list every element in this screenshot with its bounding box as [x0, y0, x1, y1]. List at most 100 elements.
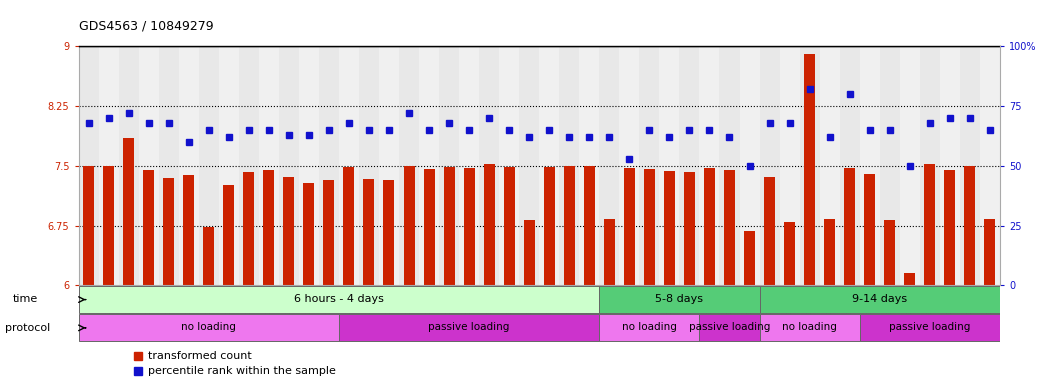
Bar — [680, 46, 699, 285]
Bar — [664, 170, 675, 285]
Text: transformed count: transformed count — [148, 351, 251, 361]
Bar — [343, 167, 355, 285]
Bar — [124, 138, 134, 285]
Bar — [439, 46, 459, 285]
Text: no loading: no loading — [181, 322, 237, 332]
Bar — [359, 46, 379, 285]
Bar — [699, 46, 719, 285]
Bar — [499, 46, 519, 285]
Bar — [159, 46, 179, 285]
Bar — [524, 220, 535, 285]
Text: time: time — [13, 294, 38, 304]
Bar — [543, 167, 555, 285]
Bar — [780, 46, 800, 285]
Bar — [905, 273, 915, 285]
Bar — [599, 286, 759, 313]
Bar — [704, 168, 715, 285]
Bar — [363, 179, 375, 285]
Bar — [885, 220, 895, 285]
Bar — [379, 46, 399, 285]
Bar — [298, 46, 319, 285]
Bar — [960, 46, 980, 285]
Bar — [940, 46, 960, 285]
Bar — [259, 46, 279, 285]
Bar — [620, 46, 640, 285]
Bar — [644, 169, 654, 285]
Bar — [660, 46, 680, 285]
Bar — [563, 166, 575, 285]
Bar — [399, 46, 419, 285]
Bar — [279, 46, 298, 285]
Bar — [480, 46, 499, 285]
Text: no loading: no loading — [782, 322, 837, 332]
Bar — [183, 175, 194, 285]
Bar — [860, 314, 1000, 341]
Text: passive loading: passive loading — [689, 322, 771, 332]
Bar — [599, 314, 699, 341]
Bar — [739, 46, 759, 285]
Bar — [284, 177, 294, 285]
Text: 6 hours - 4 days: 6 hours - 4 days — [294, 294, 384, 304]
Bar — [339, 314, 599, 341]
Bar — [138, 46, 159, 285]
Bar — [899, 46, 919, 285]
Bar — [744, 231, 755, 285]
Bar — [879, 46, 899, 285]
Bar — [579, 46, 599, 285]
Bar — [584, 166, 595, 285]
Bar — [804, 54, 816, 285]
Bar — [199, 46, 219, 285]
Bar — [964, 166, 976, 285]
Bar — [83, 166, 94, 285]
Bar — [239, 46, 259, 285]
Bar — [444, 167, 454, 285]
Bar — [604, 219, 615, 285]
Bar — [759, 286, 1000, 313]
Bar — [163, 178, 174, 285]
Bar — [944, 170, 955, 285]
Bar — [699, 314, 759, 341]
Bar — [403, 166, 415, 285]
Bar — [103, 166, 114, 285]
Bar — [304, 183, 314, 285]
Bar — [599, 46, 620, 285]
Bar — [118, 46, 138, 285]
Bar — [79, 286, 599, 313]
Bar — [143, 170, 154, 285]
Bar — [223, 185, 235, 285]
Bar — [640, 46, 660, 285]
Bar — [824, 219, 836, 285]
Text: percentile rank within the sample: percentile rank within the sample — [148, 366, 335, 376]
Bar — [519, 46, 539, 285]
Bar — [864, 174, 875, 285]
Bar — [759, 46, 780, 285]
Text: protocol: protocol — [5, 323, 50, 333]
Bar — [79, 46, 98, 285]
Bar — [719, 46, 739, 285]
Bar — [925, 164, 935, 285]
Text: 5-8 days: 5-8 days — [655, 294, 704, 304]
Bar — [98, 46, 118, 285]
Bar — [383, 180, 395, 285]
Text: 9-14 days: 9-14 days — [852, 294, 908, 304]
Bar — [539, 46, 559, 285]
Bar — [339, 46, 359, 285]
Bar — [984, 219, 996, 285]
Bar — [219, 46, 239, 285]
Bar — [484, 164, 494, 285]
Bar — [800, 46, 820, 285]
Bar — [464, 168, 474, 285]
Bar — [179, 46, 199, 285]
Bar — [504, 167, 515, 285]
Bar — [79, 314, 339, 341]
Text: no loading: no loading — [622, 322, 676, 332]
Bar — [820, 46, 840, 285]
Bar — [424, 169, 435, 285]
Bar — [459, 46, 480, 285]
Text: passive loading: passive loading — [889, 322, 971, 332]
Text: passive loading: passive loading — [428, 322, 510, 332]
Bar — [319, 46, 339, 285]
Bar — [559, 46, 579, 285]
Bar — [723, 170, 735, 285]
Bar — [759, 314, 860, 341]
